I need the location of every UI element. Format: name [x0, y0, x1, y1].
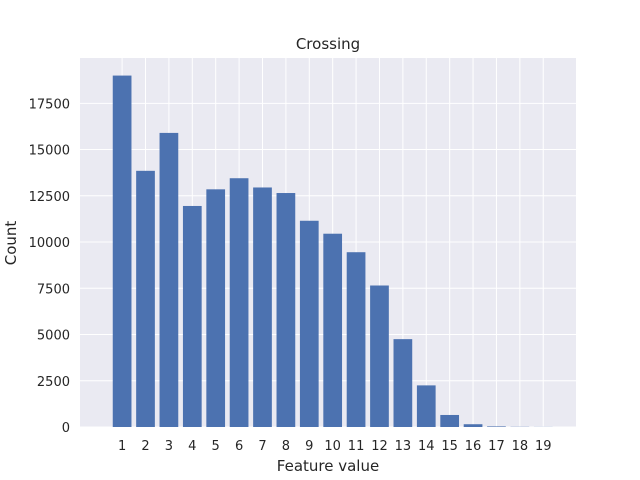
- x-tick-label: 17: [488, 439, 505, 454]
- bar-2: [136, 170, 155, 427]
- y-tick-label: 7500: [37, 282, 70, 297]
- x-tick-label: 12: [371, 439, 388, 454]
- bar-12: [370, 285, 389, 427]
- bar-1: [112, 75, 132, 428]
- y-axis-label: Count: [2, 221, 20, 266]
- y-tick-labels: 0 2500 5000 7500 10000 12500 15000 17500: [29, 97, 70, 436]
- x-tick-label: 1: [118, 439, 126, 454]
- bar-4: [182, 205, 202, 427]
- x-axis-label: Feature value: [277, 457, 379, 475]
- bar-3: [159, 132, 179, 427]
- y-tick-label: 10000: [29, 236, 70, 251]
- bar-16: [463, 424, 483, 427]
- chart-title: Crossing: [296, 35, 360, 53]
- bar-6: [229, 178, 249, 427]
- x-tick-label: 3: [165, 439, 173, 454]
- x-tick-labels: 1 2 3 4 5 6 7 8 9 10 11 12 13 14 15 16 17 18 19: [118, 439, 552, 454]
- x-tick-label: 4: [188, 439, 196, 454]
- bar-15: [440, 414, 460, 427]
- bar-9: [299, 220, 319, 427]
- x-tick-label: 2: [141, 439, 149, 454]
- x-tick-label: 8: [282, 439, 290, 454]
- x-tick-label: 7: [258, 439, 266, 454]
- x-tick-label: 10: [324, 439, 341, 454]
- x-tick-label: 5: [212, 439, 220, 454]
- bar-10: [323, 233, 343, 427]
- y-tick-label: 2500: [37, 375, 70, 390]
- x-tick-label: 16: [465, 439, 482, 454]
- x-tick-label: 11: [348, 439, 365, 454]
- bar-11: [346, 252, 366, 427]
- bar-8: [276, 193, 296, 427]
- x-tick-label: 14: [418, 439, 435, 454]
- x-tick-label: 19: [535, 439, 552, 454]
- bar-13: [393, 339, 413, 427]
- y-tick-label: 15000: [29, 144, 70, 159]
- x-tick-label: 6: [235, 439, 243, 454]
- bar-7: [253, 187, 272, 427]
- bar-14: [416, 385, 436, 427]
- y-tick-label: 0: [62, 421, 70, 436]
- x-tick-label: 15: [441, 439, 458, 454]
- y-tick-label: 5000: [37, 329, 70, 344]
- bar-17: [487, 426, 506, 427]
- x-tick-label: 9: [305, 439, 313, 454]
- y-tick-label: 12500: [29, 190, 70, 205]
- x-tick-label: 13: [395, 439, 412, 454]
- bar-5: [206, 189, 226, 427]
- x-tick-label: 18: [512, 439, 529, 454]
- bars: [112, 75, 553, 428]
- y-tick-label: 17500: [29, 97, 70, 112]
